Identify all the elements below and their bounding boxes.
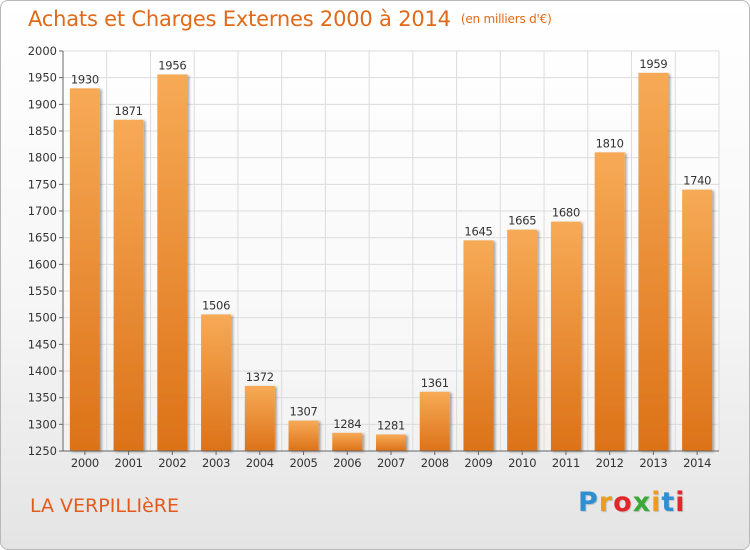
bar-2004 (244, 385, 275, 451)
location-name: LA VERPILLIèRE (30, 495, 179, 517)
data-label-2014: 1740 (683, 174, 711, 188)
proxiti-logo: Proxiti (578, 487, 686, 518)
y-tick-label: 1800 (28, 151, 57, 165)
bar-2014 (682, 189, 713, 451)
y-tick-label: 1250 (28, 444, 57, 458)
x-tick-label-2001: 2001 (115, 456, 143, 470)
axis-layer: 1250 1300 1350 1400 1450 1500 1550 1600 1650 1700… (28, 44, 719, 470)
logo-letter: o (613, 487, 633, 518)
x-tick-label-2010: 2010 (508, 456, 536, 470)
chart-title-text: Achats et Charges Externes 2000 à 2014 (28, 7, 451, 31)
y-tick-label: 1550 (28, 284, 57, 298)
data-label-2001: 1871 (115, 104, 143, 118)
x-tick-label-2000: 2000 (71, 456, 99, 470)
y-tick-label: 1600 (28, 257, 57, 271)
logo-letter: t (661, 487, 676, 518)
bar-2005 (288, 420, 319, 451)
x-tick-label-2004: 2004 (246, 456, 274, 470)
data-label-2009: 1645 (464, 224, 492, 238)
labels-layer: 1930 1871 1956 1506 1372 1307 1284 1281 1361 1645… (71, 57, 712, 433)
data-label-2000: 1930 (71, 72, 99, 86)
bars-layer (69, 72, 713, 452)
x-tick-label-2014: 2014 (683, 456, 711, 470)
x-tick-label-2002: 2002 (158, 456, 186, 470)
logo-letter: x (632, 487, 652, 518)
y-tick-label: 2000 (28, 44, 57, 58)
bar-2008 (419, 391, 450, 451)
data-label-2012: 1810 (596, 136, 624, 150)
y-tick-label: 1750 (28, 177, 57, 191)
logo-letter: P (578, 487, 599, 518)
data-label-2006: 1284 (333, 417, 361, 431)
bar-2007 (376, 434, 406, 451)
bar-2010 (507, 229, 538, 451)
data-label-2011: 1680 (552, 206, 580, 220)
y-tick-label: 1500 (28, 311, 57, 325)
bar-2012 (594, 152, 625, 452)
y-tick-label: 1850 (28, 124, 57, 138)
logo-letter: i (651, 487, 662, 518)
data-label-2013: 1959 (639, 57, 667, 71)
data-label-2002: 1956 (158, 58, 186, 72)
x-tick-label-2013: 2013 (639, 456, 667, 470)
x-tick-label-2006: 2006 (333, 456, 361, 470)
data-label-2003: 1506 (202, 298, 230, 312)
x-tick-label-2009: 2009 (464, 456, 492, 470)
data-label-2008: 1361 (421, 376, 449, 390)
y-tick-label: 1950 (28, 71, 57, 85)
chart-title: Achats et Charges Externes 2000 à 2014 (e… (28, 7, 552, 31)
x-tick-label-2007: 2007 (377, 456, 405, 470)
bar-2006 (332, 432, 363, 451)
bar-2009 (463, 240, 494, 451)
y-tick-label: 1900 (28, 97, 57, 111)
data-label-2004: 1372 (246, 370, 274, 384)
logo-letter: i (675, 487, 686, 518)
y-tick-label: 1450 (28, 337, 57, 351)
bar-2013 (638, 72, 669, 451)
y-tick-label: 1650 (28, 231, 57, 245)
x-tick-label-2003: 2003 (202, 456, 230, 470)
y-tick-label: 1350 (28, 391, 57, 405)
x-tick-label-2008: 2008 (421, 456, 449, 470)
x-tick-label-2011: 2011 (552, 456, 580, 470)
bar-2003 (201, 314, 232, 451)
y-tick-label: 1300 (28, 417, 57, 431)
data-label-2010: 1665 (508, 214, 536, 228)
x-tick-label-2005: 2005 (289, 456, 317, 470)
logo-letter: r (598, 487, 614, 518)
bar-2000 (69, 88, 100, 451)
data-label-2005: 1307 (289, 405, 317, 419)
data-label-2007: 1281 (377, 418, 405, 432)
bar-2011 (550, 221, 581, 451)
bar-2001 (113, 119, 144, 452)
chart-subtitle: (en milliers d'€) (460, 12, 552, 26)
x-tick-label-2012: 2012 (596, 456, 624, 470)
bar-2002 (157, 74, 188, 451)
y-tick-label: 1700 (28, 204, 57, 218)
y-tick-label: 1400 (28, 364, 57, 378)
